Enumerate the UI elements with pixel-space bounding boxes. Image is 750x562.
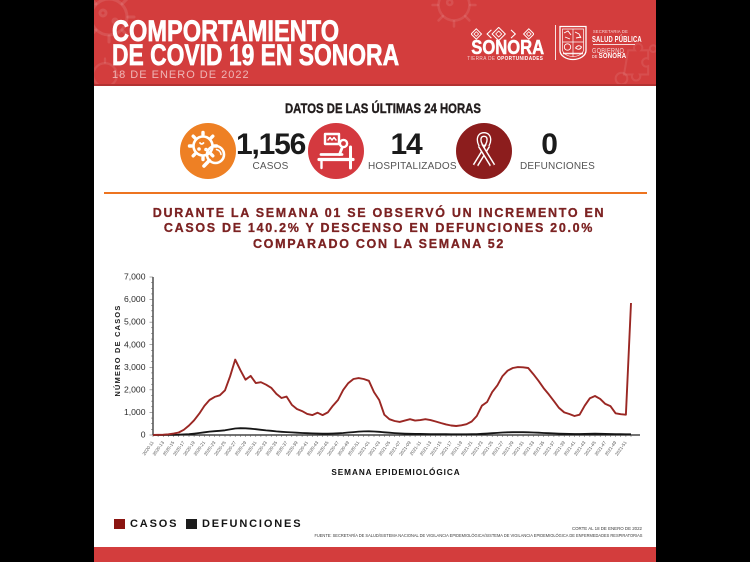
svg-text:2,000: 2,000 bbox=[124, 384, 146, 394]
svg-text:6,000: 6,000 bbox=[124, 294, 146, 304]
svg-text:7,000: 7,000 bbox=[124, 272, 146, 282]
svg-text:SEMANA EPIDEMIOLÓGICA: SEMANA EPIDEMIOLÓGICA bbox=[331, 466, 460, 477]
svg-text:5,000: 5,000 bbox=[124, 317, 146, 327]
svg-text:4,000: 4,000 bbox=[124, 339, 146, 349]
svg-text:3,000: 3,000 bbox=[124, 362, 146, 372]
svg-text:0: 0 bbox=[141, 430, 146, 440]
svg-text:1,000: 1,000 bbox=[124, 407, 146, 417]
svg-text:NÚMERO DE CASOS: NÚMERO DE CASOS bbox=[113, 304, 122, 396]
